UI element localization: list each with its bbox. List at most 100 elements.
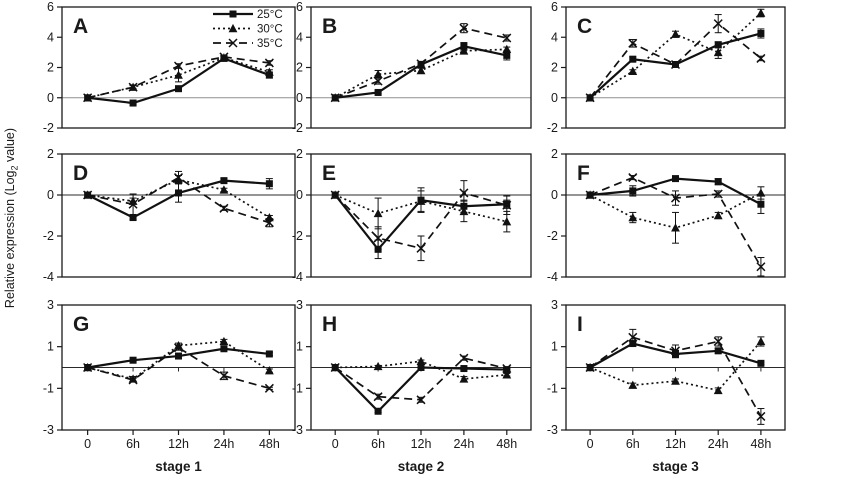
y-tick-label: 1	[47, 340, 54, 354]
panel-C: 6 4 2 0 -2 C	[547, 0, 786, 135]
x-marker	[219, 203, 229, 213]
triangle-marker	[219, 336, 229, 346]
square-marker	[220, 177, 228, 185]
x-marker	[264, 218, 274, 228]
x-marker	[330, 190, 340, 200]
y-axis: 6 4 2 0 -2	[547, 0, 566, 135]
triangle-marker	[416, 65, 426, 75]
series-35C	[330, 180, 512, 262]
panel-I: 3 1 -1 -3 0 6h 12h 24h 48h stage 3 I	[547, 298, 786, 474]
triangle-marker	[228, 23, 238, 33]
x-marker	[330, 93, 340, 103]
triangle-marker	[713, 47, 723, 57]
x-tick-label: 24h	[214, 437, 235, 451]
triangle-marker	[416, 196, 426, 205]
y-tick-label: -2	[547, 229, 558, 243]
y-tick-label: -4	[43, 270, 54, 284]
series-line	[87, 176, 270, 224]
y-tick-label: 3	[47, 298, 54, 312]
x-tick-label: 12h	[168, 437, 189, 451]
x-marker	[459, 23, 469, 33]
y-tick-label: 0	[47, 91, 54, 105]
triangle-marker	[756, 8, 766, 17]
x-axis: 0 6h 12h 24h 48h stage 3	[587, 430, 771, 474]
series-line	[589, 12, 762, 99]
x-marker	[264, 383, 274, 393]
triangle-marker	[459, 206, 469, 216]
triangle-marker	[756, 188, 766, 197]
y-tick-label: -1	[43, 381, 54, 395]
y-tick-label: -4	[292, 270, 303, 284]
x-marker	[219, 371, 229, 381]
triangle-marker	[373, 208, 383, 218]
x-marker	[173, 61, 184, 71]
series-35C	[83, 52, 274, 103]
series-30C	[330, 44, 512, 102]
panel-letter: F	[577, 162, 590, 185]
x-marker	[173, 343, 184, 353]
x-marker	[459, 188, 469, 198]
triangle-marker	[671, 223, 680, 232]
x-marker	[713, 189, 723, 199]
square-marker	[714, 41, 722, 49]
x-marker	[756, 411, 766, 421]
square-marker	[503, 51, 511, 59]
square-marker	[220, 345, 228, 353]
panel-letter: C	[577, 15, 592, 38]
x-marker	[416, 243, 426, 253]
y-tick-label: 6	[551, 0, 558, 14]
triangle-marker	[502, 217, 512, 226]
y-tick-label: -1	[292, 381, 303, 395]
triangle-marker	[373, 69, 383, 79]
y-tick-label: 1	[296, 340, 303, 354]
triangle-marker	[264, 212, 274, 222]
stage-label: stage 1	[155, 459, 202, 474]
x-axis: 0 6h 12h 24h 48h stage 2	[332, 430, 517, 474]
x-tick-label: 6h	[371, 437, 385, 451]
y-tick-label: 2	[296, 147, 303, 161]
x-tick-label: 0	[84, 437, 91, 451]
square-marker	[460, 365, 468, 373]
square-marker	[629, 55, 637, 63]
panel-D: 2 0 -2 -4 D	[43, 147, 296, 284]
y-tick-label: -3	[547, 423, 558, 437]
y-axis: 2 0 -2 -4	[292, 147, 311, 284]
y-tick-label: 0	[296, 91, 303, 105]
triangle-marker	[502, 370, 512, 379]
x-marker	[628, 38, 638, 48]
y-tick-label: 3	[296, 298, 303, 312]
panel-letter: D	[73, 162, 88, 185]
panel-letter: G	[73, 313, 89, 336]
series-35C	[83, 170, 274, 228]
square-marker	[129, 99, 137, 107]
square-marker	[374, 407, 382, 415]
square-marker	[757, 29, 765, 37]
triangle-marker	[264, 366, 274, 375]
triangle-marker	[174, 70, 183, 79]
panel-letter: A	[73, 15, 88, 38]
x-marker	[416, 59, 426, 69]
x-marker	[264, 58, 274, 68]
triangle-marker	[628, 380, 638, 389]
y-tick-label: 0	[47, 188, 54, 202]
y-tick-label: 2	[47, 61, 54, 75]
square-marker	[417, 364, 425, 371]
legend-item: 35°C	[213, 38, 283, 50]
panel-letter: E	[322, 162, 336, 185]
panel-letter: I	[577, 313, 583, 336]
x-tick-label: 0	[332, 437, 339, 451]
x-marker	[713, 19, 723, 29]
plot-frame	[565, 153, 786, 278]
square-marker	[175, 85, 182, 93]
x-marker	[83, 362, 93, 373]
y-axis: 3 1 -1 -3	[292, 298, 311, 437]
series-30C	[330, 190, 512, 233]
triangle-marker	[713, 210, 723, 220]
y-tick-label: 4	[296, 30, 303, 44]
square-marker	[129, 356, 137, 364]
triangle-marker	[628, 66, 638, 75]
triangle-marker	[459, 374, 469, 383]
x-marker	[128, 199, 138, 209]
x-marker	[459, 353, 469, 363]
